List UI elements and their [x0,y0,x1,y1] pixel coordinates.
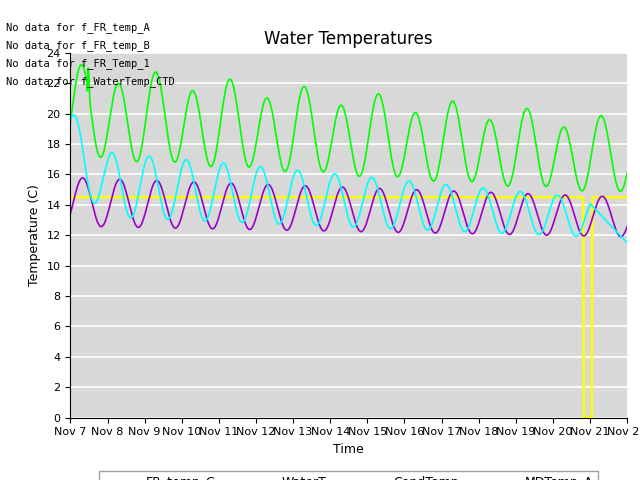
Y-axis label: Temperature (C): Temperature (C) [28,184,41,286]
Text: No data for f_WaterTemp_CTD: No data for f_WaterTemp_CTD [6,76,175,87]
WaterT [449,194,457,200]
CondTemp [623,224,631,229]
WaterT [189,194,196,200]
FR_temp_C [189,88,197,94]
WaterT [212,194,220,200]
WaterT [572,194,580,200]
Title: Water Temperatures: Water Temperatures [264,30,433,48]
FR_temp_C [214,142,221,147]
MDTemp_A [573,233,580,239]
FR_temp_C [77,62,85,68]
WaterT [67,194,74,200]
WaterT [340,194,348,200]
FR_temp_C [623,170,631,176]
MDTemp_A [214,174,221,180]
MDTemp_A [67,117,74,123]
CondTemp [617,234,625,240]
MDTemp_A [341,202,349,207]
MDTemp_A [623,240,631,246]
FR_temp_C [67,120,74,125]
CondTemp [189,179,197,185]
CondTemp [341,186,349,192]
CondTemp [573,221,580,227]
CondTemp [396,229,403,235]
Line: MDTemp_A: MDTemp_A [70,115,627,243]
X-axis label: Time: Time [333,443,364,456]
Line: CondTemp: CondTemp [70,178,627,237]
WaterT [394,194,402,200]
FR_temp_C [573,176,580,182]
Text: No data for f_FR_temp_B: No data for f_FR_temp_B [6,40,150,51]
FR_temp_C [450,99,458,105]
Line: WaterT: WaterT [70,197,627,418]
FR_temp_C [341,109,349,115]
MDTemp_A [70,112,77,118]
CondTemp [79,175,86,181]
MDTemp_A [189,177,197,182]
FR_temp_C [616,189,624,194]
MDTemp_A [450,200,458,205]
CondTemp [67,211,74,216]
Legend: FR_temp_C, WaterT, CondTemp, MDTemp_A: FR_temp_C, WaterT, CondTemp, MDTemp_A [99,471,598,480]
CondTemp [450,188,458,194]
WaterT [623,194,631,200]
FR_temp_C [396,173,403,179]
CondTemp [214,219,221,225]
MDTemp_A [396,204,403,210]
Text: No data for f_FR_Temp_1: No data for f_FR_Temp_1 [6,58,150,69]
Text: No data for f_FR_temp_A: No data for f_FR_temp_A [6,22,150,33]
Line: FR_temp_C: FR_temp_C [70,65,627,192]
WaterT [580,415,588,420]
